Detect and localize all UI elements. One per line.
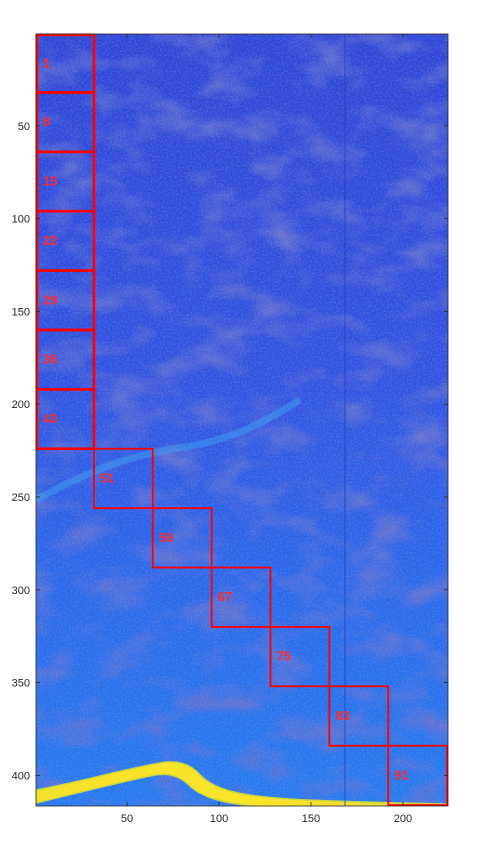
heatmap-high-value-band [36,761,448,806]
x-tick-label-50: 50 [121,813,133,825]
region-label-43: 43 [43,411,57,426]
x-tick-label-150: 150 [302,813,320,825]
region-label-15: 15 [43,174,57,189]
region-label-83: 83 [335,708,349,723]
x-tick-label-100: 100 [210,813,228,825]
region-label-59: 59 [159,530,173,545]
region-label-51: 51 [100,470,114,485]
region-box-67 [210,566,272,628]
region-box-51 [93,447,154,510]
plot-area [36,34,448,806]
heatmap-speckle-texture [36,34,448,806]
y-tick-label-50: 50 [18,121,30,133]
y-tick-label-250: 250 [12,492,30,504]
region-label-29: 29 [43,292,57,307]
axes-frame [35,33,449,807]
region-box-75 [269,626,331,688]
region-label-75: 75 [277,649,291,664]
x-tick-label-200: 200 [394,813,412,825]
region-label-22: 22 [43,233,57,248]
y-tick-label-300: 300 [12,585,30,597]
heatmap-light-streak [36,397,302,504]
y-axis: 50 100 150 200 250 300 350 400 [12,121,448,782]
x-axis: 50 100 150 200 [121,34,412,825]
region-box-43 [35,388,96,451]
region-label-36: 36 [43,352,57,367]
y-tick-label-100: 100 [12,214,30,226]
y-tick-label-200: 200 [12,399,30,411]
region-box-83 [328,685,390,747]
y-tick-label-350: 350 [12,678,30,690]
region-label-67: 67 [218,589,232,604]
region-boxes: 1 8 15 22 29 36 43 51 59 67 75 83 91 [35,33,448,806]
region-box-59 [151,507,213,569]
region-label-1: 1 [43,56,50,71]
region-label-8: 8 [43,114,50,129]
region-label-91: 91 [394,767,408,782]
y-tick-label-400: 400 [12,770,30,782]
y-tick-label-150: 150 [12,306,30,318]
